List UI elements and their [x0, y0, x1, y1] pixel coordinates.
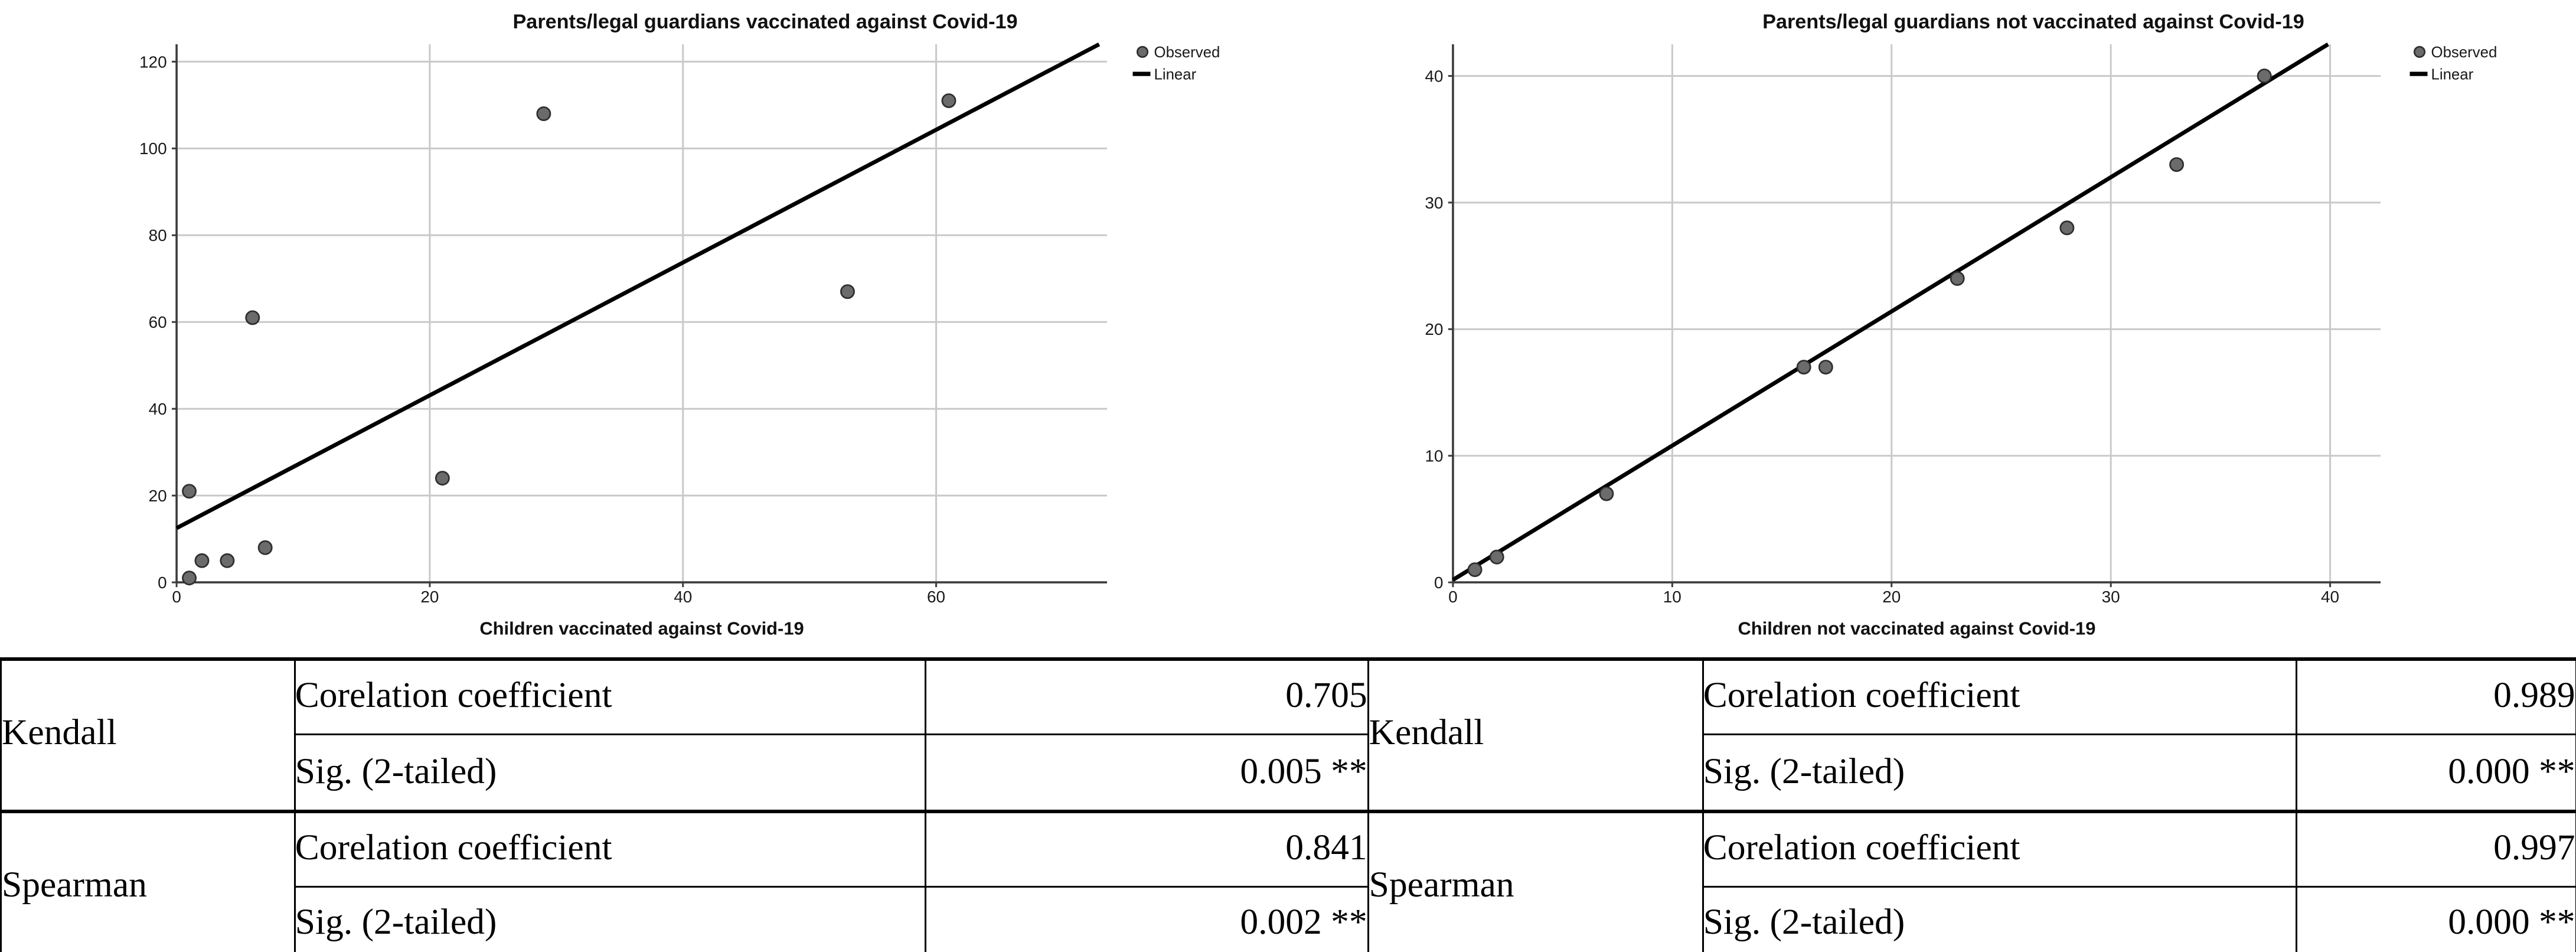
data-point: [941, 93, 956, 108]
y-tick-label: 0: [1435, 573, 1444, 592]
legend-observed-label: Observed: [1154, 44, 1220, 61]
stat-label-cell: Corelation coefficient: [1701, 809, 2297, 888]
method-cell-kendall-left: Kendall: [2, 715, 117, 754]
legend-observed-marker-icon: [1136, 45, 1149, 58]
scatter-chart-not-vaccinated: 0 10 20 30 40 0 10 20 30 40 Parents/legal guardian…: [1425, 11, 2497, 639]
stat-label-cell: Sig. (2-tailed): [293, 887, 926, 952]
x-tick-label: 0: [1449, 588, 1458, 606]
table-row: Sig. (2-tailed) 0.005 ** Sig. (2-tailed)…: [1, 735, 2576, 811]
data-point: [220, 553, 235, 568]
x-axis-label: Children vaccinated against Covid-19: [479, 618, 804, 639]
chart-title: Parents/legal guardians vaccinated again…: [513, 11, 1018, 33]
stat-label-cell: Sig. (2-tailed): [293, 735, 926, 811]
y-tick-label: 100: [139, 139, 167, 158]
data-point: [2257, 69, 2273, 84]
stat-value-cell: 0.997: [2296, 809, 2576, 888]
y-tick-label: 40: [149, 400, 167, 418]
data-point: [245, 310, 260, 325]
method-cell-spearman-right: Spearman: [1367, 809, 1703, 952]
data-point: [536, 106, 551, 122]
stat-label-cell: Sig. (2-tailed): [1701, 735, 2297, 811]
data-point: [1797, 360, 1812, 375]
data-point: [1490, 549, 1505, 565]
stat-value-cell: 0.002 **: [925, 887, 1369, 952]
data-point: [1818, 360, 1834, 375]
stat-label-cell: Corelation coefficient: [293, 659, 926, 736]
y-tick-label: 80: [149, 226, 167, 244]
x-axis-label: Children not vaccinated against Covid-19: [1738, 618, 2096, 639]
stat-value-cell: 0.705: [925, 659, 1369, 736]
x-tick-label: 30: [2102, 588, 2121, 606]
scatter-chart-vaccinated: 0 20 40 60 0 20 40 60 80 100 120 Parents/legal guar…: [139, 11, 1220, 639]
y-tick-label: 120: [139, 53, 167, 71]
y-tick-label: 20: [1425, 320, 1444, 338]
data-point: [182, 570, 197, 586]
table-row: Sig. (2-tailed) 0.002 ** Sig. (2-tailed)…: [1, 887, 2576, 952]
x-tick-label: 40: [674, 588, 692, 606]
table-row: Kendall Corelation coefficient 0.705 Ken…: [1, 659, 2576, 811]
x-tick-label: 20: [420, 588, 439, 606]
y-tick-label: 30: [1425, 194, 1444, 212]
x-tick-label: 60: [927, 588, 945, 606]
y-tick-label: 10: [1425, 447, 1444, 465]
data-point: [2170, 157, 2185, 172]
data-point: [182, 484, 197, 499]
x-tick-label: 10: [1664, 588, 1682, 606]
stat-value-cell: 0.000 **: [2296, 735, 2576, 811]
legend-observed-label: Observed: [2431, 44, 2497, 61]
y-tick-label: 0: [158, 573, 167, 592]
data-point: [1950, 271, 1966, 286]
chart-title: Parents/legal guardians not vaccinated a…: [1763, 11, 2305, 33]
y-tick-label: 20: [149, 487, 167, 505]
y-tick-label: 60: [149, 313, 167, 331]
method-cell-spearman-left: Spearman: [1, 809, 295, 952]
data-point: [1468, 562, 1483, 578]
stat-label-cell: Sig. (2-tailed): [1701, 887, 2297, 952]
stat-value-cell: 0.841: [925, 809, 1369, 888]
x-tick-label: 0: [172, 588, 181, 606]
correlation-table: Kendall Corelation coefficient 0.705 Ken…: [0, 657, 2576, 952]
y-tick-label: 40: [1425, 67, 1444, 85]
table-row: Spearman Corelation coefficient 0.841 Sp…: [1, 809, 2576, 952]
stat-value-cell: 0.005 **: [925, 735, 1369, 811]
legend-linear-label: Linear: [1154, 67, 1197, 83]
regression-line: [1452, 43, 2330, 582]
stat-value-cell: 0.989: [2296, 659, 2576, 736]
x-tick-label: 20: [1883, 588, 1901, 606]
stat-label-cell: Corelation coefficient: [293, 809, 926, 888]
stat-label-cell: Corelation coefficient: [1701, 659, 2297, 736]
data-point: [194, 553, 210, 568]
data-point: [840, 284, 855, 299]
method-cell-kendall-right: Kendall: [1367, 659, 1703, 811]
data-point: [2060, 220, 2075, 236]
regression-line: [175, 42, 1101, 530]
data-point: [1599, 486, 1615, 501]
legend-observed-marker-icon: [2414, 45, 2427, 58]
data-point: [435, 471, 450, 486]
x-tick-label: 40: [2322, 588, 2340, 606]
data-point: [257, 540, 273, 555]
legend-linear-label: Linear: [2431, 67, 2474, 83]
stat-value-cell: 0.000 **: [2296, 887, 2576, 952]
